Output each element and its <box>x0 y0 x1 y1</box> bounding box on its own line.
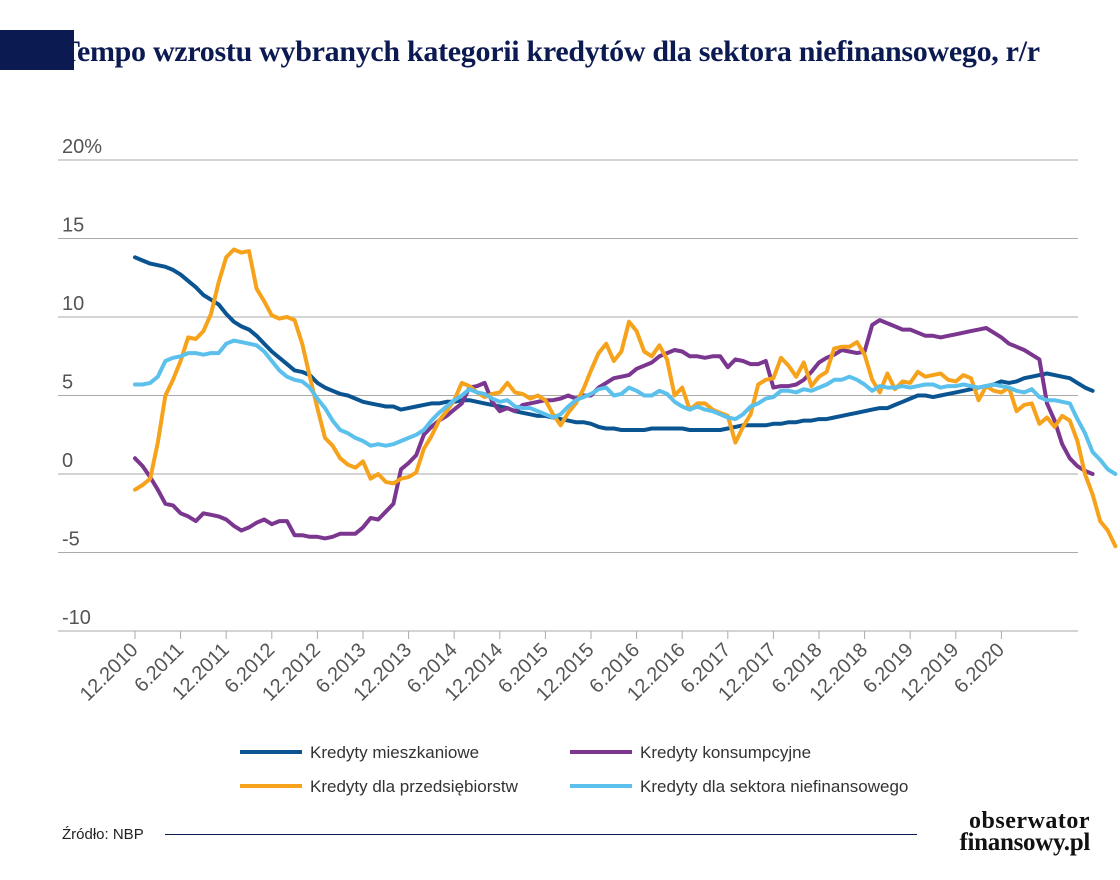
x-tick-label: 6.2020 <box>950 639 1009 698</box>
series-line-2 <box>133 318 1095 541</box>
legend: Kredyty mieszkaniowe Kredyty konsumpcyjne… <box>240 743 908 796</box>
legend-label: Kredyty dla sektora niefinansowego <box>640 777 908 796</box>
y-tick-label: -10 <box>62 607 91 629</box>
y-tick-label: 15 <box>62 215 84 237</box>
x-axis: 12.20106.201112.20116.201212.20126.20131… <box>76 631 1009 706</box>
source-divider <box>165 834 917 835</box>
series-lines <box>133 247 1118 549</box>
legend-label: Kredyty dla przedsiębiorstw <box>310 777 519 796</box>
source-note: Źródło: NBP <box>62 826 144 843</box>
title-accent-bar <box>0 30 74 70</box>
series-line-1 <box>133 255 1095 432</box>
legend-label: Kredyty konsumpcyjne <box>640 743 811 762</box>
x-tick-label: 12.2010 <box>76 639 143 706</box>
chart-title: Tempo wzrostu wybranych kategorii kredyt… <box>60 35 1040 68</box>
legend-label: Kredyty mieszkaniowe <box>310 743 479 762</box>
y-tick-label: -5 <box>62 529 80 551</box>
y-axis-labels: 20% 15 10 5 0 -5 -10 <box>62 136 102 629</box>
gridlines <box>58 159 1078 632</box>
series-line-4 <box>133 338 1118 476</box>
y-tick-label: 10 <box>62 293 84 315</box>
publisher-logo: obserwator finansowy.pl <box>959 808 1091 856</box>
y-tick-label: 5 <box>62 372 73 394</box>
logo-line1: obserwator <box>969 808 1090 834</box>
y-tick-label: 20% <box>62 136 102 158</box>
y-tick-label: 0 <box>62 450 73 472</box>
logo-line2: finansowy.pl <box>959 829 1091 856</box>
series-line-3 <box>133 247 1118 549</box>
